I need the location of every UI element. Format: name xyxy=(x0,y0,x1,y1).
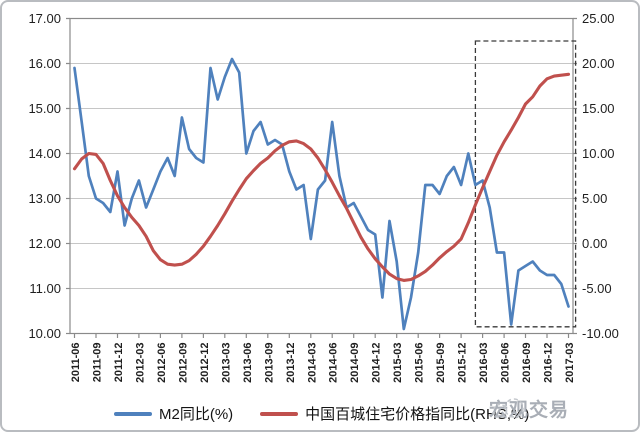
right-axis-label: -10.00 xyxy=(582,326,619,341)
x-axis-label: 2015-09 xyxy=(435,343,447,383)
x-axis-label: 2016-12 xyxy=(543,343,555,383)
x-axis-label: 2012-12 xyxy=(199,343,211,383)
legend-item: M2同比(%) xyxy=(114,403,233,424)
left-axis-label: 10.00 xyxy=(28,326,61,341)
cloud-logo-icon xyxy=(492,398,524,419)
x-axis-label: 2016-03 xyxy=(478,342,490,382)
x-axis-label: 2013-12 xyxy=(285,343,297,383)
watermark: 宏观交易 xyxy=(489,395,569,422)
x-axis-label: 2013-09 xyxy=(263,343,275,383)
right-axis-label: 5.00 xyxy=(582,191,607,206)
legend-swatch xyxy=(260,411,299,416)
left-axis-label: 16.00 xyxy=(28,56,61,71)
x-axis-label: 2011-09 xyxy=(92,343,104,383)
x-axis-label: 2015-03 xyxy=(392,343,404,383)
left-axis-label: 17.00 xyxy=(28,11,61,26)
legend-item: 中国百城住宅价格指同比(RHS,%) xyxy=(260,403,529,424)
left-axis-label: 14.00 xyxy=(28,146,61,161)
x-axis-label: 2011-12 xyxy=(113,343,125,383)
left-axis-label: 12.00 xyxy=(28,236,61,251)
legend-swatch xyxy=(114,411,152,416)
x-axis-label: 2016-06 xyxy=(500,342,512,382)
legend-label: M2同比(%) xyxy=(159,406,234,423)
right-axis-label: 20.00 xyxy=(582,56,615,71)
x-axis-label: 2014-12 xyxy=(371,343,383,383)
x-axis-label: 2011-06 xyxy=(70,343,82,383)
x-axis-label: 2015-06 xyxy=(414,343,426,383)
right-axis-label: 0.00 xyxy=(582,236,607,251)
right-axis-label: 25.00 xyxy=(582,11,615,26)
x-axis-label: 2016-09 xyxy=(521,343,533,383)
x-axis-label: 2012-06 xyxy=(156,343,168,383)
left-axis-label: 13.00 xyxy=(28,191,61,206)
series-line-m2 xyxy=(73,57,570,331)
series-line-house-price xyxy=(72,72,571,282)
x-axis-label: 2013-03 xyxy=(220,343,232,383)
highlight-box xyxy=(474,40,577,328)
right-axis-label: 15.00 xyxy=(582,101,615,116)
x-axis-label: 2013-06 xyxy=(242,343,254,383)
plot-border xyxy=(69,17,574,335)
x-axis-label: 2012-09 xyxy=(177,343,189,383)
left-axis-label: 15.00 xyxy=(28,101,61,116)
right-axis-label: 10.00 xyxy=(582,146,615,161)
x-axis-label: 2015-12 xyxy=(457,343,469,383)
right-axis-label: -5.00 xyxy=(582,281,612,296)
x-axis-label: 2014-09 xyxy=(349,343,361,383)
x-axis-label: 2017-03 xyxy=(564,343,576,383)
x-axis-label: 2014-06 xyxy=(328,343,340,383)
x-axis-label: 2012-03 xyxy=(134,343,146,383)
x-axis-label: 2014-03 xyxy=(306,343,318,383)
legend-label: 中国百城住宅价格指同比(RHS,%) xyxy=(305,406,530,423)
left-axis-label: 11.00 xyxy=(29,281,61,296)
watermark-text: 宏观交易 xyxy=(489,400,570,421)
legend: M2同比(%) 中国百城住宅价格指同比(RHS,%) xyxy=(114,403,529,424)
